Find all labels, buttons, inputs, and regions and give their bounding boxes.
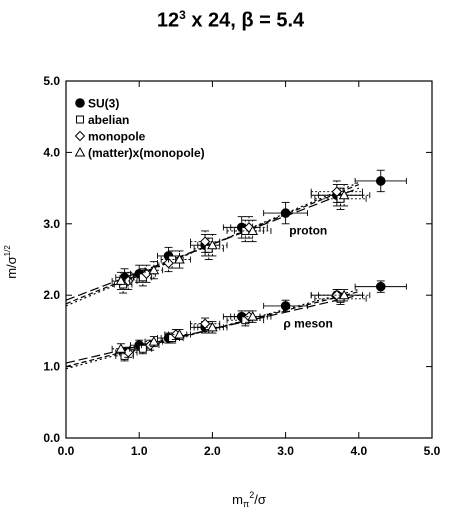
y-tick-label: 0.0 <box>43 431 60 445</box>
x-tick-label: 3.0 <box>277 444 294 458</box>
data-point-proton <box>375 176 386 186</box>
legend-label: SU(3) <box>88 97 119 111</box>
data-point-rho <box>174 328 185 339</box>
legend-label: monopole <box>88 130 146 144</box>
y-tick-label: 4.0 <box>43 145 60 159</box>
data-point-proton <box>280 208 291 218</box>
data-point-proton <box>207 239 218 250</box>
legend-marker <box>74 146 86 157</box>
axis-ticks: 0.0 1.0 2.0 3.0 4.0 5.0 0.0 1.0 2.0 3.0 4.0 5.0 <box>43 74 440 458</box>
fit-lines <box>65 181 360 370</box>
plot-frame <box>65 80 433 439</box>
y-axis-label: m/σ1/2 <box>3 245 19 279</box>
data-point-proton <box>141 268 152 279</box>
y-tick-label: 5.0 <box>43 74 60 88</box>
data-point-proton <box>174 253 185 264</box>
data-point-rho <box>115 343 127 353</box>
data-point-rho <box>338 289 350 300</box>
data-point-proton <box>331 186 343 197</box>
annotations: proton ρ meson <box>283 224 332 331</box>
data-point-proton <box>338 189 350 200</box>
data-point-rho <box>207 321 218 332</box>
data-point-rho <box>375 281 386 292</box>
data-points <box>111 169 407 362</box>
x-tick-label: 1.0 <box>131 444 148 458</box>
data-point-proton <box>163 257 174 269</box>
fit-line-proton <box>65 183 360 305</box>
data-point-rho <box>199 318 211 329</box>
data-point-proton <box>247 225 259 235</box>
legend: SU(3) abelian monopole (matter)x(monopole) <box>74 97 205 160</box>
chart-title: 123 x 24, β = 5.4 <box>156 8 305 32</box>
legend-label: (matter)x(monopole) <box>88 146 205 160</box>
y-tick-label: 3.0 <box>43 217 60 231</box>
x-tick-label: 4.0 <box>350 444 367 458</box>
data-point-proton <box>199 236 211 247</box>
annotation-label: proton <box>289 224 327 238</box>
x-axis-label: mπ2/σ <box>232 490 266 509</box>
data-point-rho <box>123 347 134 358</box>
legend-marker <box>75 98 85 108</box>
annotation-label: ρ meson <box>283 316 332 330</box>
data-point-rho <box>331 289 343 301</box>
x-tick-label: 2.0 <box>204 444 221 458</box>
data-point-rho <box>148 336 160 346</box>
data-point-proton <box>148 264 160 275</box>
fit-line-rho <box>65 291 359 368</box>
legend-marker <box>74 130 86 142</box>
legend-marker <box>76 115 84 124</box>
data-point-rho <box>138 344 147 353</box>
data-point-rho <box>247 311 259 321</box>
data-point-proton <box>115 275 127 285</box>
y-tick-label: 1.0 <box>43 360 60 374</box>
x-tick-label: 5.0 <box>424 444 441 458</box>
y-tick-label: 2.0 <box>43 288 60 302</box>
x-tick-label: 0.0 <box>58 444 75 458</box>
data-point-rho <box>280 301 291 311</box>
legend-label: abelian <box>88 113 129 127</box>
